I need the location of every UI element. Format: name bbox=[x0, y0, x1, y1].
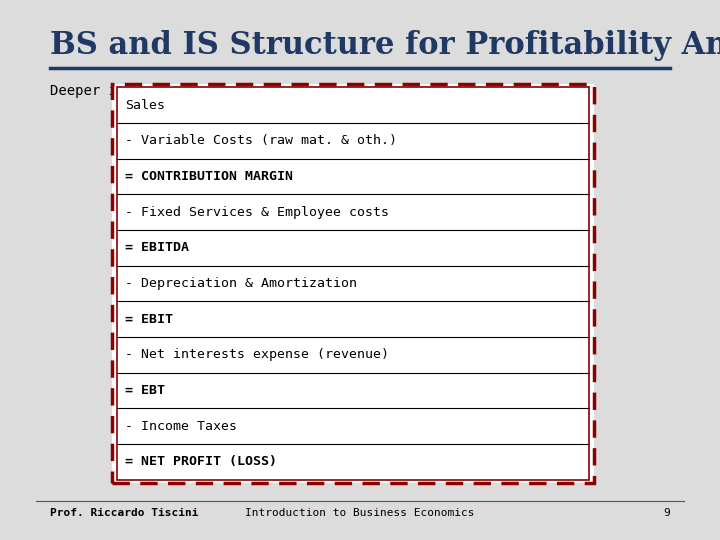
Text: Sales: Sales bbox=[125, 99, 166, 112]
Text: Prof. Riccardo Tiscini: Prof. Riccardo Tiscini bbox=[50, 508, 199, 518]
Text: - Net interests expense (revenue): - Net interests expense (revenue) bbox=[125, 348, 390, 361]
Text: BS and IS Structure for Profitability Analysis: BS and IS Structure for Profitability An… bbox=[50, 30, 720, 60]
Text: - Fixed Services & Employee costs: - Fixed Services & Employee costs bbox=[125, 206, 390, 219]
Text: = EBIT: = EBIT bbox=[125, 313, 174, 326]
Text: = NET PROFIT (LOSS): = NET PROFIT (LOSS) bbox=[125, 455, 277, 468]
Text: = CONTRIBUTION MARGIN: = CONTRIBUTION MARGIN bbox=[125, 170, 293, 183]
Text: Deeper in the INCOME STATEMENT for Profitability Analysis:: Deeper in the INCOME STATEMENT for Profi… bbox=[50, 84, 536, 98]
Text: 9: 9 bbox=[663, 508, 670, 518]
Bar bbox=[112, 84, 594, 483]
Text: = EBT: = EBT bbox=[125, 384, 166, 397]
Text: - Variable Costs (raw mat. & oth.): - Variable Costs (raw mat. & oth.) bbox=[125, 134, 397, 147]
Text: = EBITDA: = EBITDA bbox=[125, 241, 189, 254]
Text: - Depreciation & Amortization: - Depreciation & Amortization bbox=[125, 277, 357, 290]
Text: - Income Taxes: - Income Taxes bbox=[125, 420, 238, 433]
Text: Introduction to Business Economics: Introduction to Business Economics bbox=[246, 508, 474, 518]
